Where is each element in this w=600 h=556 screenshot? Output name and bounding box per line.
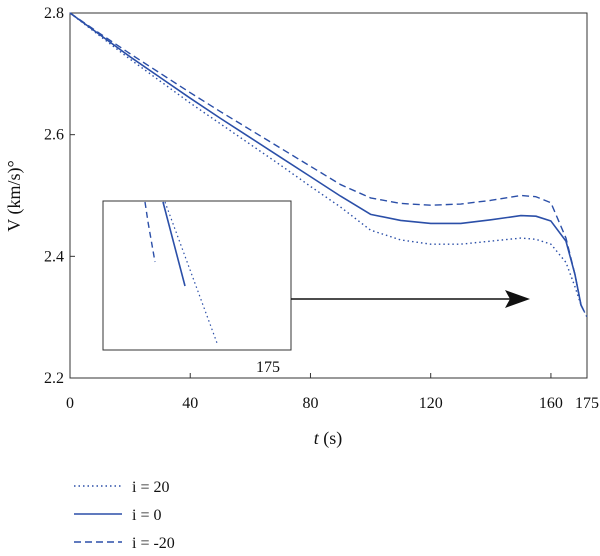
y-axis-title: V (km/s)° xyxy=(4,160,25,231)
y-axis-ticks: 2.2 2.4 2.6 2.8 xyxy=(44,5,75,387)
inset-label: 175 xyxy=(256,359,280,376)
y-tick-label: 2.6 xyxy=(44,127,64,144)
x-tick-label: 175 xyxy=(575,395,599,412)
legend: i = 20 i = 0 i = -20 xyxy=(74,479,175,552)
x-axis-ticks: 0 40 80 120 160 175 xyxy=(66,373,599,412)
zoom-arrow-head xyxy=(505,290,530,308)
x-tick-label: 80 xyxy=(302,395,318,412)
x-tick-label: 120 xyxy=(419,395,443,412)
series-line-1 xyxy=(69,12,585,312)
inset-solid-line xyxy=(162,201,186,287)
plot-frame xyxy=(69,12,588,379)
series-lines xyxy=(69,12,588,318)
inset-dashed-line-tail xyxy=(147,221,156,263)
zoom-arrow xyxy=(291,290,530,308)
x-tick-label: 0 xyxy=(66,395,74,412)
series-line-0 xyxy=(69,12,588,318)
series-line-2 xyxy=(69,12,585,312)
x-tick-label: 40 xyxy=(182,395,198,412)
inset-zoom: 175 xyxy=(102,200,292,376)
inset-frame xyxy=(102,200,292,351)
x-tick-label: 160 xyxy=(539,395,563,412)
x-axis-title: t (s) xyxy=(314,428,343,449)
y-tick-label: 2.4 xyxy=(44,248,64,265)
y-tick-label: 2.2 xyxy=(44,370,64,387)
legend-label: i = 0 xyxy=(132,507,161,524)
legend-label: i = -20 xyxy=(132,535,175,552)
inset-dashed-line xyxy=(144,201,149,223)
y-tick-label: 2.8 xyxy=(44,5,64,22)
legend-label: i = 20 xyxy=(132,479,169,496)
